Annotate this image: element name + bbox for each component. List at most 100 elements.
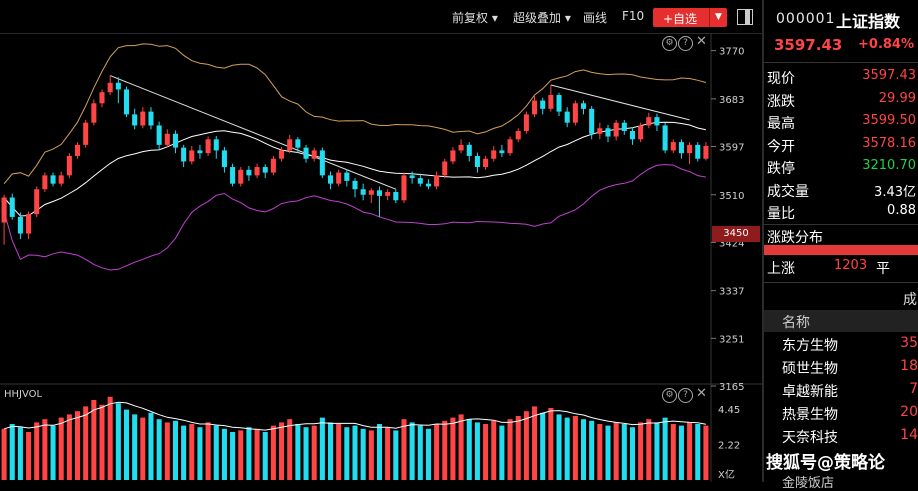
vol-tick-label: 4.45: [718, 405, 740, 416]
candle-body: [156, 125, 162, 145]
overlay-dropdown[interactable]: 超级叠加 ▾: [513, 11, 571, 25]
kline-chart[interactable]: 3770 3683 3597 3510 3424 3337 3251 3165 4.45 2.22…: [0, 34, 762, 482]
volume-bar: [123, 409, 130, 480]
candle-body: [50, 175, 56, 184]
quote-panel: 000001 上证指数 3597.43 +0.84% 现价 3597.43 涨跌 29…: [764, 0, 918, 482]
quote-value: 3210.70: [862, 158, 916, 173]
current-price: 3597.43: [774, 36, 843, 54]
quote-label: 最高: [767, 116, 795, 132]
draw-line-button[interactable]: 画线: [583, 11, 608, 25]
candle-body: [695, 144, 701, 159]
volume-bar: [213, 425, 219, 480]
candle-body: [99, 92, 105, 104]
candle-body: [515, 131, 521, 140]
volume-bar: [442, 420, 448, 480]
candle-body: [205, 139, 211, 154]
overlay-label: 超级叠加: [513, 11, 562, 25]
quote-row: 成交量 3.43亿: [764, 178, 918, 200]
candle-body: [327, 175, 334, 184]
candle-body: [1, 197, 7, 223]
volume-bar: [515, 416, 521, 480]
list-header-name: 名称: [782, 315, 810, 331]
volume-bar: [246, 427, 252, 480]
change-percent: +0.84%: [858, 37, 914, 52]
up-count: 1203: [834, 258, 868, 273]
candle-body: [360, 189, 366, 195]
volume-bar: [295, 424, 301, 480]
list-item[interactable]: 硕世生物 18: [764, 356, 918, 379]
volume-bar: [26, 432, 32, 480]
distribution-label: 涨跌分布: [767, 230, 823, 246]
candle-body: [189, 150, 195, 162]
volume-bar: [140, 417, 146, 480]
candle-body: [548, 94, 554, 109]
help-icon[interactable]: ?: [678, 36, 693, 51]
volume-bar: [523, 411, 529, 480]
list-item-name: 热景生物: [782, 407, 838, 423]
quote-row: 现价 3597.43: [764, 65, 918, 87]
divider: [764, 62, 918, 63]
volume-bar: [540, 412, 546, 480]
lower-band-line: [3, 164, 706, 271]
add-watchlist-button[interactable]: +自选 ▼: [653, 8, 727, 27]
panel-divider[interactable]: [762, 0, 764, 482]
f10-button[interactable]: F10: [622, 9, 645, 23]
candle-body: [483, 158, 489, 168]
candle-body: [703, 145, 709, 159]
candle-body: [572, 103, 578, 123]
y-tick-label: 3337: [719, 287, 744, 298]
volume-bar: [303, 427, 309, 480]
volume-bar: [254, 428, 260, 480]
candle-body: [442, 161, 448, 176]
candle-body: [91, 103, 97, 123]
candle-body: [336, 172, 342, 184]
candle-body: [605, 128, 611, 137]
vol-help-icon[interactable]: ?: [678, 388, 693, 403]
volume-bar: [360, 428, 366, 480]
vol-tick-label: 2.22: [718, 440, 740, 451]
candle-body: [262, 167, 268, 173]
list-item[interactable]: 天奈科技 14: [764, 425, 918, 448]
vol-settings-icon[interactable]: ⚙: [662, 388, 677, 403]
candle-body: [26, 214, 32, 234]
candle-body: [246, 169, 252, 176]
candle-body: [458, 144, 464, 151]
volume-bar: [172, 420, 178, 480]
candle-body: [17, 216, 23, 234]
volume-bar: [336, 424, 342, 480]
settings-icon[interactable]: ⚙: [662, 36, 677, 51]
close-icon[interactable]: ✕: [696, 34, 707, 49]
volume-ma-line: [3, 401, 706, 431]
y-tick-label: 3683: [719, 95, 744, 106]
volume-bar: [279, 422, 285, 480]
flat-label: 平: [876, 261, 890, 277]
volume-bar: [572, 416, 578, 480]
layout-toggle-icon[interactable]: [737, 9, 753, 25]
adjust-dropdown[interactable]: 前复权 ▾: [452, 11, 498, 25]
volume-bar: [638, 422, 644, 480]
quote-label: 今开: [767, 138, 795, 155]
vol-close-icon[interactable]: ✕: [696, 386, 707, 401]
volume-bar: [262, 432, 268, 480]
candle-body: [58, 175, 64, 184]
list-header[interactable]: 名称: [764, 310, 918, 332]
list-item[interactable]: 热景生物 20: [764, 402, 918, 425]
volume-bar: [132, 414, 138, 480]
chevron-down-icon[interactable]: ▼: [709, 8, 727, 27]
volume-bar: [425, 428, 431, 480]
list-item[interactable]: 卓越新能 7: [764, 379, 918, 402]
quote-label: 跌停: [767, 161, 795, 177]
list-item[interactable]: 东方生物 35: [764, 333, 918, 356]
candle-body: [409, 175, 415, 179]
candle-body: [74, 144, 81, 156]
candle-body: [66, 155, 72, 176]
candle-body: [466, 144, 472, 156]
volume-bar: [311, 425, 317, 480]
volume-bar: [556, 414, 562, 480]
volume-bar: [385, 427, 391, 480]
candle-body: [107, 82, 113, 93]
add-watchlist-label: +自选: [663, 12, 698, 26]
quote-value: 3.43亿: [874, 184, 916, 200]
candle-body: [287, 139, 293, 151]
list-item-value: 7: [909, 381, 918, 397]
